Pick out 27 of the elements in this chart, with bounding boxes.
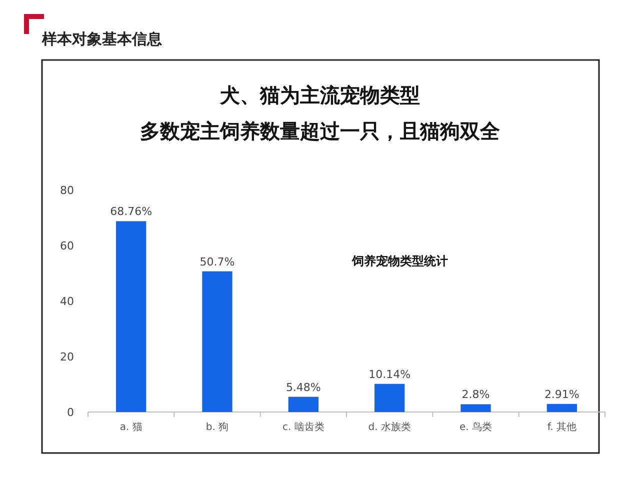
x-tick-label: e. 鸟类: [459, 421, 492, 433]
bar: [202, 271, 232, 412]
bar: [374, 384, 405, 412]
x-tick-label: c. 啮齿类: [282, 421, 324, 433]
bar: [546, 404, 577, 412]
y-tick-label: 40: [60, 295, 74, 308]
chart-title: 犬、猫为主流宠物类型: [219, 83, 420, 107]
data-label: 50.7%: [200, 255, 235, 268]
y-tick-label: 60: [60, 240, 74, 252]
data-label: 68.76%: [110, 205, 152, 218]
data-label: 2.91%: [544, 388, 580, 401]
text: 样本对象基本信息: [41, 30, 163, 48]
x-tick-label: d. 水族类: [368, 421, 411, 433]
bar: [460, 404, 491, 412]
chart-subtitle: 多数宠主饲养数量超过一只，且猫狗双全: [140, 119, 501, 143]
x-tick-label: a. 猫: [120, 422, 142, 433]
y-tick-label: 20: [60, 350, 74, 364]
data-label: 10.14%: [368, 368, 411, 381]
y-tick-label: 80: [60, 184, 74, 197]
y-tick-label: 0: [67, 406, 74, 419]
annotation: 饲养宠物类型统计: [351, 254, 448, 268]
bar: [116, 221, 146, 412]
x-tick-label: b. 狗: [206, 421, 229, 433]
data-label: 2.8%: [462, 388, 490, 402]
data-label: 5.48%: [286, 380, 321, 394]
bar: [288, 396, 318, 412]
x-tick-label: f. 其他: [547, 421, 576, 433]
